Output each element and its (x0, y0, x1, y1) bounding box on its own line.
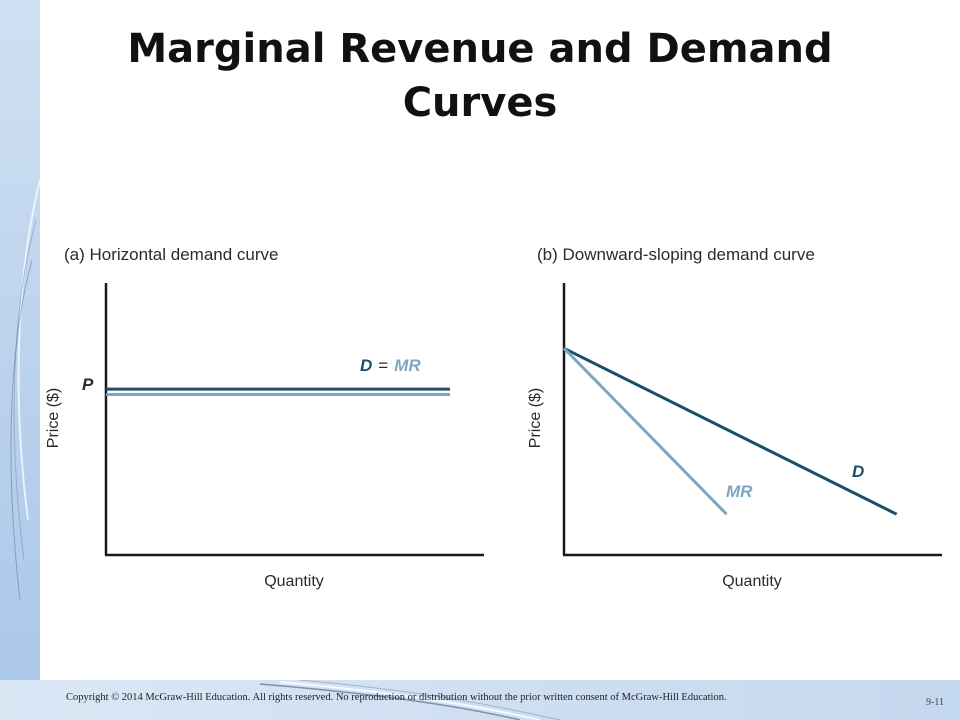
panel-b-d-label: D (852, 462, 864, 481)
panel-a-d-label: D (360, 356, 372, 375)
panel-b-x-axis-label: Quantity (722, 573, 782, 590)
copyright-footer: Copyright © 2014 McGraw-Hill Education. … (66, 692, 727, 703)
panel-a: (a) Horizontal demand curve Price ($) Qu… (45, 245, 484, 590)
panel-a-title: (a) Horizontal demand curve (64, 245, 278, 264)
left-decorative-swoosh (10, 179, 40, 601)
slide-title: Marginal Revenue and Demand Curves (127, 26, 833, 126)
panel-a-x-axis-label: Quantity (264, 573, 324, 590)
panel-a-mr-label: MR (394, 356, 421, 375)
panel-b: (b) Downward-sloping demand curve Price … (527, 245, 942, 590)
panel-b-y-axis-label: Price ($) (527, 388, 544, 448)
panel-a-y-axis-label: Price ($) (45, 388, 62, 448)
bottom-decorative-swoosh (259, 680, 561, 720)
charts-area: (a) Horizontal demand curve Price ($) Qu… (45, 245, 942, 590)
page-number: 9-11 (926, 697, 944, 708)
panel-b-mr-label: MR (726, 482, 753, 501)
panel-a-curve-label: D = MR (360, 356, 421, 375)
panel-b-title: (b) Downward-sloping demand curve (537, 245, 815, 264)
bottom-decorative-band (0, 680, 960, 720)
panel-a-price-label: P (82, 375, 94, 394)
panel-b-mr-line (562, 347, 728, 516)
panel-a-equals-label: = (378, 356, 388, 375)
panel-b-demand-line (563, 346, 898, 516)
